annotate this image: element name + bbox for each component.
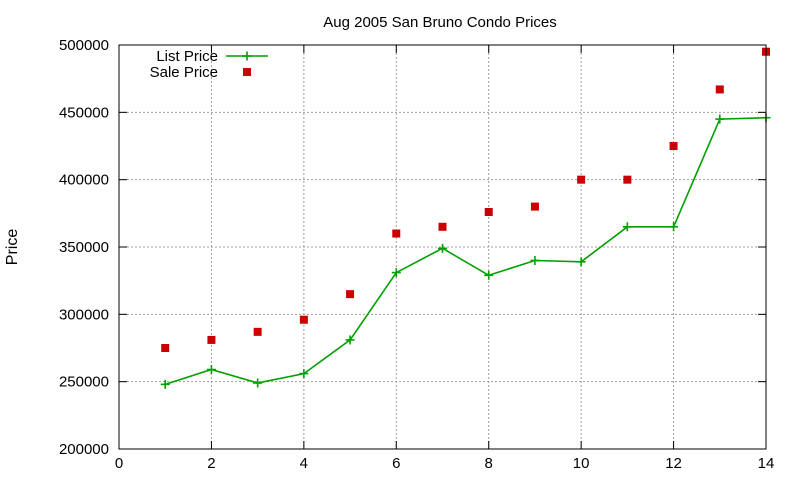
grid [119,45,766,449]
list-price-point [484,270,494,280]
sale-price-point [484,207,493,216]
legend-label: List Price [156,48,218,65]
x-tick-label: 10 [573,455,590,472]
x-tick-label: 12 [665,455,682,472]
legend-plus-marker [242,51,252,61]
y-tick-label: 200000 [59,441,109,458]
sale-price-point [577,175,586,184]
y-tick-label: 300000 [59,306,109,323]
list-price-line [164,116,767,386]
list-price-point [391,268,401,278]
tick-labels: 200000 250000 300000 350000 400000 450000 5000… [59,37,774,472]
list-price-point [576,257,586,267]
y-tick-label: 250000 [59,374,109,391]
list-price-point [438,243,447,253]
x-tick-label: 8 [485,455,493,472]
sale-price-point [530,202,539,211]
list-price-point [299,369,309,379]
list-price-point [622,222,632,232]
legend-label: Sale Price [150,64,218,81]
sale-price-point [669,142,678,150]
y-tick-label: 450000 [59,104,109,121]
y-axis-label: Price [4,229,21,266]
sale-price-point [438,222,447,231]
sale-price-point [715,85,724,94]
x-tick-label: 4 [300,455,308,472]
list-price-point [345,335,355,345]
list-price-point [669,222,679,232]
sale-price-point [392,229,401,238]
list-price-point [206,365,216,375]
x-tick-label: 6 [392,455,400,472]
y-tick-label: 350000 [59,239,109,256]
sale-price-point [623,175,632,184]
plot-frame [118,44,767,450]
sale-price-point [253,327,262,336]
list-price-point [715,114,725,124]
x-tick-label: 2 [207,455,215,472]
series-layer [160,47,771,389]
sale-price-point [346,290,355,299]
list-price-point [530,255,540,265]
x-tick-label: 0 [115,455,123,472]
list-price-point [160,379,170,389]
sale-price-point [299,315,308,324]
chart-title: Aug 2005 San Bruno Condo Prices [323,14,557,31]
y-tick-label: 400000 [59,172,109,189]
sale-price-point [207,335,216,344]
list-price-point [253,378,263,388]
legend-square-marker [243,68,251,76]
y-tick-label: 500000 [59,37,109,54]
sale-price-point [161,344,170,352]
x-tick-label: 14 [758,455,775,472]
